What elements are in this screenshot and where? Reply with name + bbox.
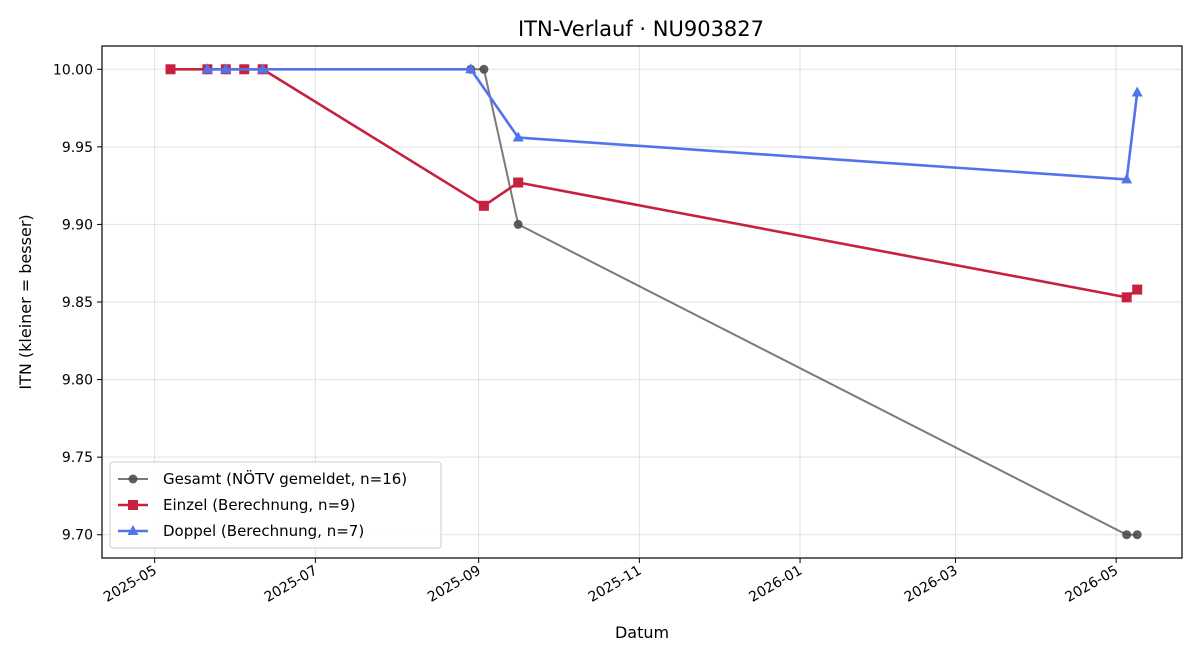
y-tick-label: 9.80 — [62, 373, 93, 389]
data-point — [513, 177, 524, 188]
data-point — [1121, 173, 1133, 184]
legend: Gesamt (NÖTV gemeldet, n=16) Einzel (Bere… — [109, 461, 442, 549]
data-point — [513, 219, 523, 229]
y-axis-label: ITN (kleiner = besser) — [16, 214, 35, 389]
x-tick-label: 2025-09 — [425, 563, 484, 606]
x-tick-label: 2025-05 — [101, 563, 160, 606]
data-point — [1131, 86, 1143, 97]
series-triangle — [201, 63, 1143, 184]
legend-label: Gesamt (NÖTV gemeldet, n=16) — [163, 469, 407, 488]
data-point — [220, 63, 232, 74]
legend-label: Doppel (Berechnung, n=7) — [163, 522, 364, 540]
data-point — [1132, 530, 1142, 540]
legend-marker — [128, 474, 138, 484]
data-point — [201, 63, 213, 74]
y-tick-label: 9.90 — [62, 217, 93, 233]
legend-marker — [128, 500, 138, 510]
series-line — [207, 67, 1139, 181]
data-point — [479, 64, 489, 74]
data-point — [1132, 284, 1143, 295]
data-point — [165, 64, 176, 75]
data-point — [512, 131, 524, 142]
x-tick-label: 2025-11 — [586, 563, 645, 606]
y-tick-label: 9.95 — [62, 140, 93, 156]
x-tick-label: 2025-07 — [262, 563, 321, 606]
legend-marker — [127, 525, 139, 535]
data-point — [1122, 530, 1132, 540]
chart-title: ITN-Verlauf · NU903827 — [518, 17, 764, 41]
y-tick-label: 10.00 — [53, 62, 93, 78]
x-tick-label: 2026-01 — [746, 563, 805, 606]
y-tick-label: 9.70 — [62, 528, 93, 544]
legend-label: Einzel (Berechnung, n=9) — [163, 496, 355, 514]
x-tick-label: 2026-03 — [902, 563, 961, 606]
series-layer — [165, 63, 1143, 540]
data-point — [1121, 292, 1132, 303]
x-tick-label: 2026-05 — [1062, 563, 1121, 606]
series-square — [165, 64, 1143, 303]
data-point — [257, 63, 269, 74]
y-tick-label: 9.85 — [62, 295, 93, 311]
data-point — [478, 200, 489, 211]
y-tick-label: 9.75 — [62, 450, 93, 466]
data-point — [465, 63, 477, 74]
x-axis-label: Datum — [615, 623, 669, 642]
legend-box — [109, 461, 442, 549]
